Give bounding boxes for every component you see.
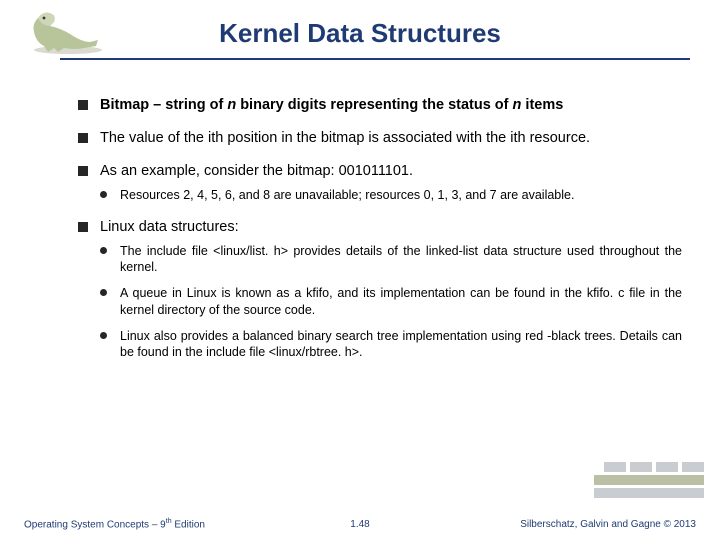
footer: Operating System Concepts – 9th Edition … (0, 510, 720, 530)
bullet-bitmap: Bitmap – string of n binary digits repre… (78, 96, 682, 115)
bullet-linux: Linux data structures: The include file … (78, 218, 682, 361)
page-title: Kernel Data Structures (0, 18, 720, 49)
bullet-linux-text: Linux data structures: (100, 219, 239, 235)
bullet-example-text: As an example, consider the bitmap: 0010… (100, 163, 413, 179)
title-area: Kernel Data Structures (0, 18, 720, 49)
sub-resources: Resources 2, 4, 5, 6, and 8 are unavaila… (100, 187, 682, 203)
footer-page-number: 1.48 (350, 519, 369, 530)
bullet-example: As an example, consider the bitmap: 0010… (78, 162, 682, 203)
content: Bitmap – string of n binary digits repre… (78, 96, 682, 374)
slide: Kernel Data Structures Bitmap – string o… (0, 0, 720, 540)
title-rule (60, 58, 690, 60)
bullet-value: The value of the ith position in the bit… (78, 129, 682, 148)
footer-left: Operating System Concepts – 9th Edition (24, 518, 205, 530)
sub-linux-kfifo: A queue in Linux is known as a kfifo, an… (100, 285, 682, 318)
footer-copyright: Silberschatz, Galvin and Gagne © 2013 (520, 519, 696, 530)
sub-linux-list: The include file <linux/list. h> provide… (100, 243, 682, 276)
sub-linux-rbtree: Linux also provides a balanced binary se… (100, 328, 682, 361)
book-thumbnail (594, 462, 704, 514)
bitmap-term: Bitmap (100, 97, 149, 113)
